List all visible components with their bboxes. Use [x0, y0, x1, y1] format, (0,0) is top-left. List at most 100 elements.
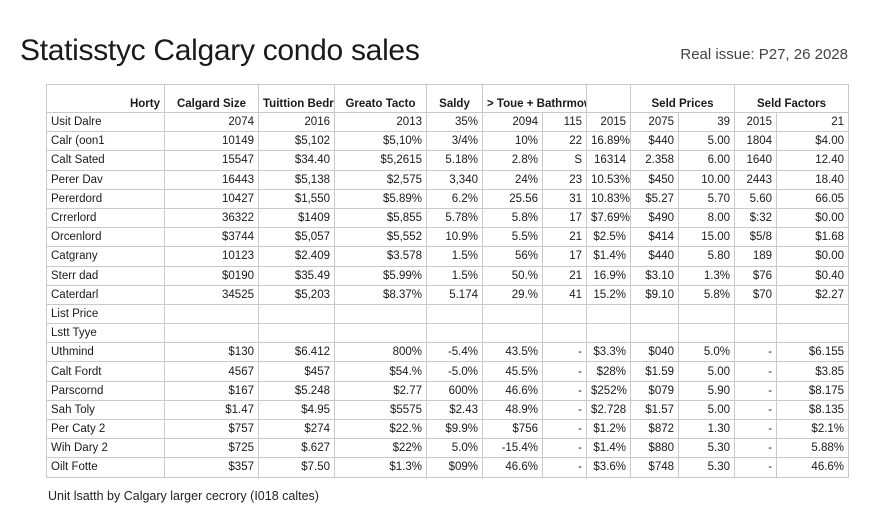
table-cell: $1.59 — [630, 361, 680, 382]
table-cell: 35% — [426, 111, 483, 133]
table-cell: $3.10 — [630, 265, 680, 286]
table-cell: $2.77 — [334, 380, 427, 401]
table-cell: $2.43 — [426, 399, 483, 421]
row-label-cell: Perer Dav — [46, 169, 165, 190]
table-cell: $7.69% — [586, 207, 632, 229]
table-cell: $5,2615 — [334, 150, 427, 171]
row-label-cell: Per Caty 2 — [46, 418, 165, 440]
table-cell: - — [541, 342, 588, 363]
table-cell: $3.3% — [586, 342, 632, 363]
table-cell: 5.90 — [678, 380, 736, 401]
table-cell: $:32 — [734, 207, 778, 229]
table-cell: - — [541, 438, 588, 459]
table-cell: 41 — [541, 284, 588, 305]
row-label-cell: Uthmind — [46, 342, 165, 363]
table-cell: 115 — [541, 111, 588, 133]
table-cell: 56% — [482, 246, 543, 267]
table-cell: $748 — [630, 457, 680, 478]
table-cell: $6.155 — [776, 342, 850, 363]
table-cell: 2015 — [586, 111, 632, 133]
table-cell: 18.40 — [776, 169, 850, 190]
table-cell: 46.6% — [482, 457, 543, 478]
table-cell: $22.% — [334, 418, 427, 440]
table-cell: $079 — [630, 380, 680, 401]
table-cell: 2443 — [734, 169, 778, 190]
table-cell: 2074 — [164, 111, 259, 133]
table-row: Crrerlord 36322 $1409 $5,855 5.78% 5.8% 17 $7.6… — [46, 207, 850, 229]
table-row: Uthmind $130 $6.412 800% -5.4% 43.5% - $3.3% $04… — [46, 342, 850, 363]
table-cell: $1.2% — [586, 418, 632, 440]
table-cell: $2.27 — [776, 284, 850, 305]
table-cell: $5,10% — [334, 131, 427, 152]
table-cell: 1.5% — [426, 246, 483, 267]
table-cell: $8.135 — [776, 399, 850, 421]
table-cell: $.627 — [258, 438, 335, 459]
header-cell-tuition-bedrooms: Tuittion Bedreoms — [258, 84, 335, 113]
table-cell: $5.27 — [630, 188, 680, 209]
row-label-cell: Caterdarl — [46, 284, 165, 305]
table-cell: 12.40 — [776, 150, 850, 171]
table-cell: 16314 — [586, 150, 632, 171]
table-cell — [426, 303, 483, 325]
table-cell: 15.00 — [678, 227, 736, 248]
row-label-cell: Orcenlord — [46, 227, 165, 248]
table-cell: $457 — [258, 361, 335, 382]
table-cell: $5/8 — [734, 227, 778, 248]
table-cell: 5.88% — [776, 438, 850, 459]
table-cell: $3.6% — [586, 457, 632, 478]
table-cell: $3.85 — [776, 361, 850, 382]
table-cell: $5,855 — [334, 207, 427, 229]
table-cell: 1640 — [734, 150, 778, 171]
table-row: Sterr dad $0190 $35.49 $5.99% 1.5% 50.% 21 16.9… — [46, 265, 850, 286]
table-cell: 2094 — [482, 111, 543, 133]
table-cell: 23 — [541, 169, 588, 190]
table-row: Oilt Fotte $357 $7.50 $1.3% $09% 46.6% - $3.6% $… — [46, 457, 850, 478]
table-cell: - — [734, 380, 778, 401]
table-cell: $5,203 — [258, 284, 335, 305]
table-row: Orcenlord $3744 $5,057 $5,552 10.9% 5.5% 21 $2.… — [46, 227, 850, 248]
table-cell: $040 — [630, 342, 680, 363]
table-cell: $2.1% — [776, 418, 850, 440]
table-cell: 17 — [541, 207, 588, 229]
header-cell-seld-prices: Seld Prices — [630, 84, 736, 113]
table-cell: 10123 — [164, 246, 259, 267]
table-cell: 45.5% — [482, 361, 543, 382]
table-cell: 189 — [734, 246, 778, 267]
table-cell: 16443 — [164, 169, 259, 190]
table-cell: 6.00 — [678, 150, 736, 171]
table-cell: $7.50 — [258, 457, 335, 478]
table-cell — [164, 303, 259, 325]
table-cell: 5.8% — [678, 284, 736, 305]
table-cell: 43.5% — [482, 342, 543, 363]
table-cell: 2.8% — [482, 150, 543, 171]
table-cell: $5,057 — [258, 227, 335, 248]
table-cell: $167 — [164, 380, 259, 401]
table-caption: Unit lsatth by Calgary larger cecrory (I… — [48, 489, 319, 503]
table-cell: 10.83% — [586, 188, 632, 209]
table-cell: $414 — [630, 227, 680, 248]
table-cell — [630, 303, 680, 325]
table-cell — [734, 323, 778, 344]
table-cell: 6.2% — [426, 188, 483, 209]
table-cell: 31 — [541, 188, 588, 209]
table-cell: 29.% — [482, 284, 543, 305]
header-cell-blank-1 — [586, 84, 632, 113]
table-cell: 1.30 — [678, 418, 736, 440]
table-cell: 36322 — [164, 207, 259, 229]
table-cell — [164, 323, 259, 344]
table-cell: $5.99% — [334, 265, 427, 286]
table-cell: 16.89% — [586, 131, 632, 152]
table-cell: 25.56 — [482, 188, 543, 209]
table-cell: 1.3% — [678, 265, 736, 286]
table-cell: $8.175 — [776, 380, 850, 401]
table-cell — [334, 323, 427, 344]
table-cell: 10427 — [164, 188, 259, 209]
table-cell: $5.89% — [334, 188, 427, 209]
header-cell-calgard-size: Calgard Size — [164, 84, 259, 113]
table-cell: - — [734, 438, 778, 459]
table-cell: 5.0% — [426, 438, 483, 459]
table-row: Calt Sated 15547 $34.40 $5,2615 5.18% 2.8% S 16… — [46, 150, 850, 171]
table-cell: $1.57 — [630, 399, 680, 421]
table-cell: 2016 — [258, 111, 335, 133]
table-cell: $4.00 — [776, 131, 850, 152]
